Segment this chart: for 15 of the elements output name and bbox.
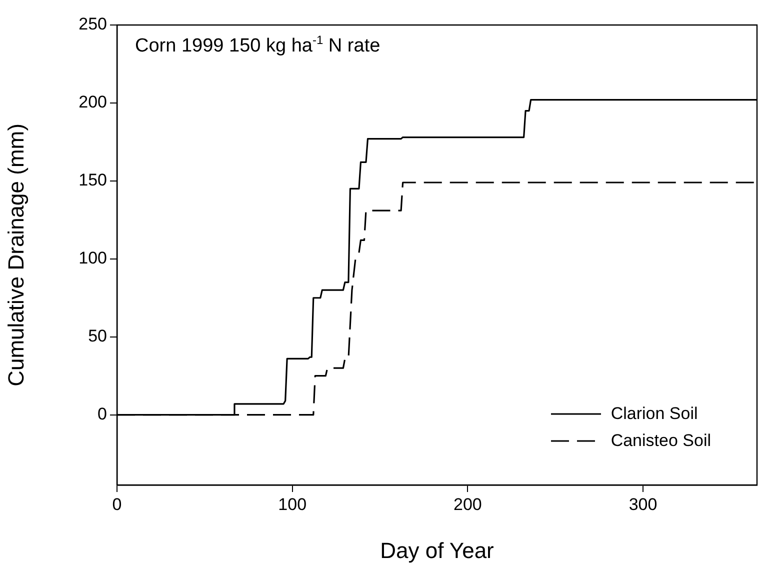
y-tick-label: 50 xyxy=(88,326,107,346)
x-tick-label: 200 xyxy=(453,494,482,514)
x-tick-label: 300 xyxy=(628,494,658,514)
legend-label: Canisteo Soil xyxy=(610,430,711,450)
legend-label: Clarion Soil xyxy=(610,404,698,424)
text: Corn 1999 150 kg ha$^{-1}$ N rate xyxy=(135,33,380,58)
y-axis-title: Cumulative Drainage (mm) xyxy=(3,124,28,386)
y-tick-label: 0 xyxy=(98,404,107,424)
y-tick-label: 100 xyxy=(78,248,107,268)
y-tick-label: 250 xyxy=(78,14,107,34)
y-tick-label: 200 xyxy=(78,92,107,112)
x-tick-label: 0 xyxy=(112,494,122,514)
x-axis-title: Day of Year xyxy=(380,538,494,563)
y-tick-label: 150 xyxy=(78,170,107,190)
x-tick-label: 100 xyxy=(278,494,307,514)
